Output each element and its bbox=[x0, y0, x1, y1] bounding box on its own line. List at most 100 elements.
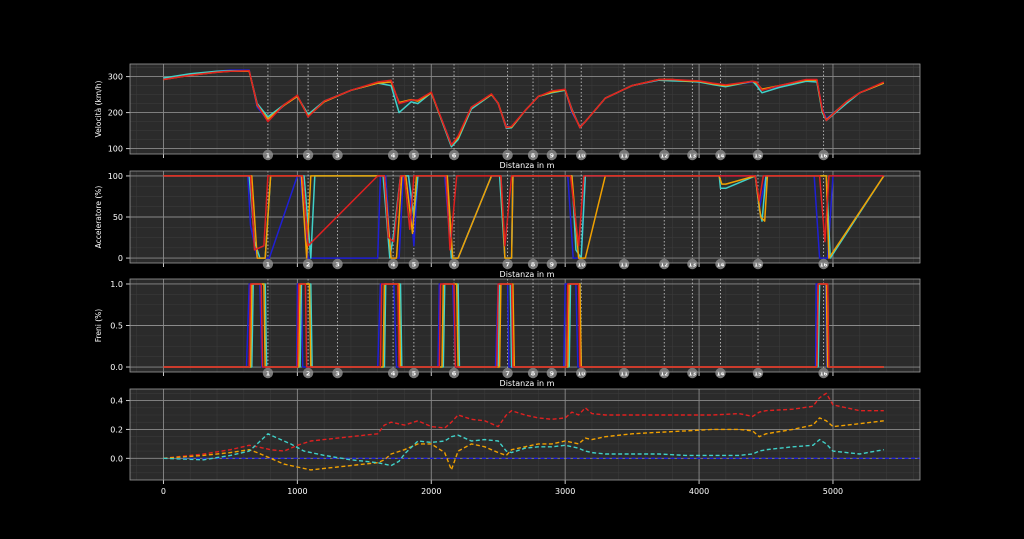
corner-badge-label: 2 bbox=[306, 152, 311, 160]
y-tick-label: 0.0 bbox=[110, 454, 123, 463]
y-tick-label: 200 bbox=[108, 109, 123, 118]
corner-badge-label: 3 bbox=[335, 261, 340, 269]
corner-badge-label: 14 bbox=[717, 372, 725, 378]
corner-badge bbox=[546, 149, 557, 161]
corner-badge bbox=[448, 367, 460, 379]
corner-badge-label: 14 bbox=[717, 154, 725, 160]
corner-badge bbox=[659, 149, 670, 161]
y-tick-label: 0.5 bbox=[110, 322, 123, 331]
corner-badge bbox=[752, 149, 764, 161]
series-line-orange bbox=[163, 417, 884, 471]
x-axis-label: Distanza in m bbox=[500, 270, 555, 279]
corner-badge-label: 6 bbox=[452, 152, 457, 160]
series-line-red bbox=[163, 175, 884, 251]
plot-frame-speed bbox=[129, 63, 921, 155]
series-line-red bbox=[163, 392, 884, 459]
y-tick-label: 0.2 bbox=[110, 425, 123, 434]
corner-badge bbox=[387, 258, 399, 270]
plot-area-speed bbox=[130, 64, 920, 154]
corner-badge bbox=[818, 367, 829, 379]
corner-badge bbox=[408, 367, 420, 379]
corner-badge bbox=[502, 367, 513, 379]
panel-brakes: 0.00.51.01 2 3 4 5 6 7 8 9 10 11 12 13 14 15 16Distanza… bbox=[94, 278, 921, 388]
corner-badge-label: 4 bbox=[391, 152, 396, 160]
y-tick-label: 300 bbox=[108, 73, 123, 82]
corner-badge bbox=[618, 258, 630, 270]
corner-badge-label: 11 bbox=[620, 154, 628, 160]
corner-badge-label: 5 bbox=[412, 152, 417, 160]
corner-badge bbox=[576, 367, 587, 379]
corner-badge-label: 15 bbox=[754, 154, 762, 160]
corner-badge-label: 4 bbox=[391, 370, 396, 378]
y-tick-label: 1.0 bbox=[110, 280, 123, 289]
corner-badge bbox=[502, 258, 513, 270]
corner-badge bbox=[527, 149, 539, 161]
corner-badge bbox=[546, 367, 557, 379]
y-axis-label: Acceleratore (%) bbox=[94, 186, 103, 249]
panel-delta: 0.0 0.2 0.4 0 1000 2000 3000 4000 5000 bbox=[110, 388, 921, 496]
corner-badge-label: 12 bbox=[660, 154, 668, 160]
corner-badge-label: 10 bbox=[577, 372, 585, 378]
corner-badge-label: 11 bbox=[620, 372, 628, 378]
corner-badge bbox=[332, 149, 343, 161]
corner-badge-label: 13 bbox=[689, 263, 697, 269]
x-tick-label: 2000 bbox=[421, 487, 441, 496]
corner-badge-label: 13 bbox=[689, 372, 697, 378]
corner-badge-label: 7 bbox=[505, 152, 510, 160]
y-tick-label: 0.4 bbox=[110, 397, 123, 406]
corner-badge bbox=[262, 367, 274, 379]
series-line-red bbox=[163, 283, 884, 368]
corner-badge-label: 9 bbox=[550, 261, 555, 269]
corner-badge-label: 5 bbox=[412, 261, 417, 269]
corner-badge bbox=[387, 367, 399, 379]
corner-badge-label: 10 bbox=[577, 263, 585, 269]
corner-badge-label: 6 bbox=[452, 261, 457, 269]
corner-badge bbox=[448, 258, 460, 270]
corner-badge-label: 7 bbox=[505, 370, 510, 378]
corner-badge bbox=[687, 149, 698, 161]
corner-badge bbox=[448, 149, 460, 161]
x-axis-label: Distanza in m bbox=[500, 379, 555, 388]
plot-frame-throttle bbox=[129, 170, 921, 264]
corner-badge bbox=[818, 258, 829, 270]
corner-badge-label: 1 bbox=[266, 370, 271, 378]
corner-badge-label: 5 bbox=[412, 370, 417, 378]
plot-frame-delta bbox=[129, 388, 921, 481]
corner-badge-label: 9 bbox=[550, 370, 555, 378]
corner-badge bbox=[715, 149, 726, 161]
series-line-cyan bbox=[163, 433, 884, 467]
corner-badge-label: 15 bbox=[754, 263, 762, 269]
corner-badge-label: 2 bbox=[306, 370, 311, 378]
corner-badge bbox=[262, 149, 274, 161]
corner-badge-label: 2 bbox=[306, 261, 311, 269]
corner-badge bbox=[752, 367, 764, 379]
corner-badge bbox=[527, 258, 539, 270]
corner-badge-label: 9 bbox=[550, 152, 555, 160]
x-tick-label: 4000 bbox=[689, 487, 709, 496]
corner-badge-label: 15 bbox=[754, 372, 762, 378]
corner-badge bbox=[262, 258, 274, 270]
corner-badge bbox=[546, 258, 557, 270]
y-tick-label: 0 bbox=[118, 254, 123, 263]
corner-badge bbox=[576, 258, 587, 270]
corner-badge-label: 11 bbox=[620, 263, 628, 269]
x-tick-label: 5000 bbox=[823, 487, 843, 496]
corner-badge-label: 16 bbox=[820, 154, 828, 160]
corner-badge bbox=[408, 149, 420, 161]
corner-badge bbox=[332, 367, 343, 379]
plot-area-delta bbox=[130, 389, 920, 480]
corner-badge-label: 6 bbox=[452, 370, 457, 378]
y-tick-label: 100 bbox=[108, 172, 123, 181]
corner-badge bbox=[752, 258, 764, 270]
corner-badge bbox=[618, 367, 630, 379]
corner-badge-label: 3 bbox=[335, 370, 340, 378]
corner-badge bbox=[818, 149, 829, 161]
y-tick-label: 0.0 bbox=[110, 363, 123, 372]
corner-badge bbox=[618, 149, 630, 161]
corner-badge-label: 16 bbox=[820, 372, 828, 378]
corner-badge bbox=[527, 367, 539, 379]
x-axis-label: Distanza in m bbox=[500, 161, 555, 170]
corner-badge bbox=[302, 367, 314, 379]
